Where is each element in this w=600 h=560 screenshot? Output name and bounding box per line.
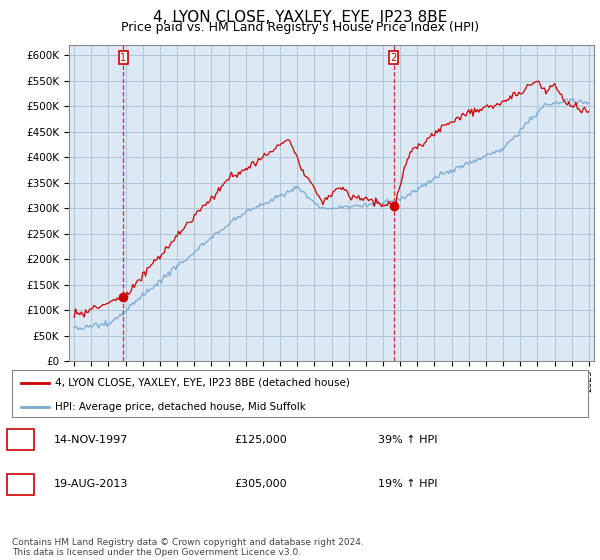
Text: 19-AUG-2013: 19-AUG-2013 — [54, 479, 128, 489]
Text: £125,000: £125,000 — [234, 435, 287, 445]
Text: 1: 1 — [121, 53, 127, 63]
Text: 14-NOV-1997: 14-NOV-1997 — [54, 435, 128, 445]
Text: 2: 2 — [17, 479, 24, 489]
Text: 4, LYON CLOSE, YAXLEY, EYE, IP23 8BE (detached house): 4, LYON CLOSE, YAXLEY, EYE, IP23 8BE (de… — [55, 378, 350, 388]
Text: 2: 2 — [391, 53, 397, 63]
Text: 1: 1 — [17, 435, 24, 445]
Text: HPI: Average price, detached house, Mid Suffolk: HPI: Average price, detached house, Mid … — [55, 402, 306, 412]
Text: Price paid vs. HM Land Registry's House Price Index (HPI): Price paid vs. HM Land Registry's House … — [121, 21, 479, 34]
Text: £305,000: £305,000 — [234, 479, 287, 489]
Text: Contains HM Land Registry data © Crown copyright and database right 2024.
This d: Contains HM Land Registry data © Crown c… — [12, 538, 364, 557]
Text: 19% ↑ HPI: 19% ↑ HPI — [378, 479, 437, 489]
Text: 4, LYON CLOSE, YAXLEY, EYE, IP23 8BE: 4, LYON CLOSE, YAXLEY, EYE, IP23 8BE — [153, 10, 447, 25]
Text: 39% ↑ HPI: 39% ↑ HPI — [378, 435, 437, 445]
